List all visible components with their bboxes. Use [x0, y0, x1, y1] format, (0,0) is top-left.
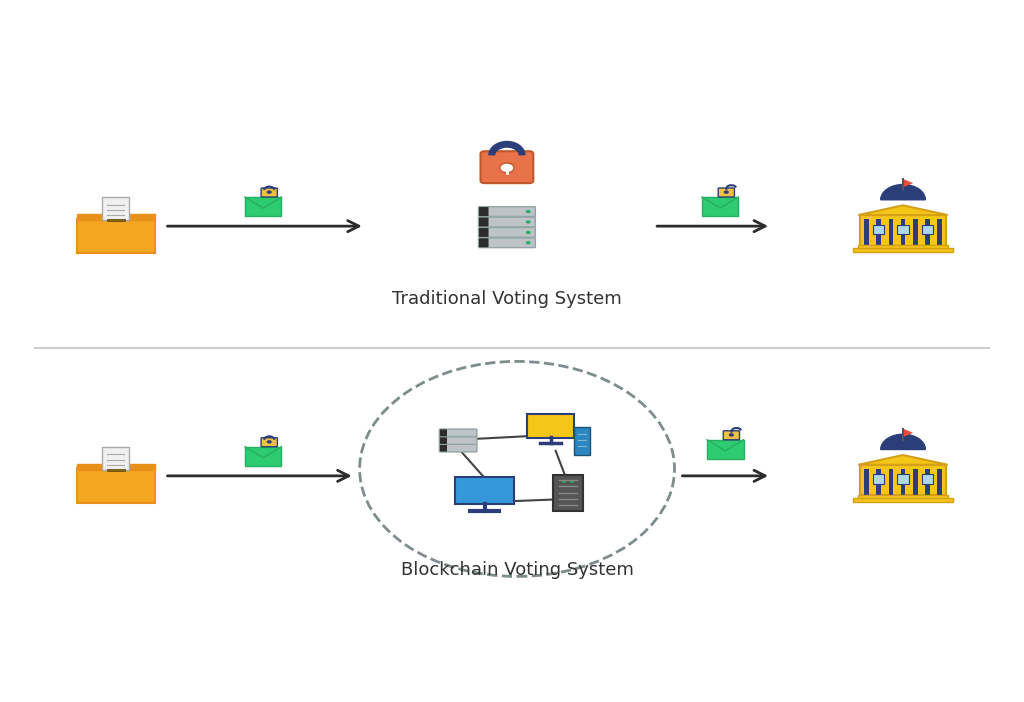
FancyBboxPatch shape	[455, 477, 514, 504]
FancyBboxPatch shape	[901, 469, 905, 496]
Circle shape	[500, 163, 514, 173]
FancyBboxPatch shape	[77, 468, 155, 503]
FancyBboxPatch shape	[718, 188, 734, 197]
FancyBboxPatch shape	[922, 225, 933, 234]
FancyBboxPatch shape	[77, 218, 155, 253]
FancyBboxPatch shape	[889, 469, 893, 496]
FancyBboxPatch shape	[858, 245, 948, 249]
FancyBboxPatch shape	[723, 431, 739, 439]
FancyBboxPatch shape	[102, 447, 129, 470]
FancyBboxPatch shape	[77, 214, 155, 220]
FancyBboxPatch shape	[261, 188, 278, 197]
FancyBboxPatch shape	[439, 429, 477, 437]
FancyBboxPatch shape	[897, 225, 908, 234]
FancyBboxPatch shape	[925, 219, 930, 246]
FancyBboxPatch shape	[913, 469, 918, 496]
FancyBboxPatch shape	[478, 206, 536, 216]
FancyBboxPatch shape	[106, 219, 125, 221]
FancyBboxPatch shape	[897, 475, 908, 484]
FancyBboxPatch shape	[553, 475, 583, 511]
FancyBboxPatch shape	[853, 498, 952, 502]
FancyBboxPatch shape	[889, 219, 893, 246]
FancyBboxPatch shape	[245, 197, 282, 216]
Wedge shape	[881, 435, 926, 449]
FancyBboxPatch shape	[701, 197, 738, 216]
Circle shape	[525, 220, 530, 224]
Circle shape	[570, 480, 574, 483]
FancyBboxPatch shape	[479, 207, 488, 216]
Circle shape	[525, 210, 530, 213]
FancyBboxPatch shape	[913, 219, 918, 246]
Text: Traditional Voting System: Traditional Voting System	[392, 290, 622, 308]
Polygon shape	[903, 429, 913, 437]
FancyBboxPatch shape	[937, 469, 942, 496]
FancyBboxPatch shape	[877, 469, 881, 496]
FancyBboxPatch shape	[102, 197, 129, 220]
Circle shape	[525, 231, 530, 234]
FancyBboxPatch shape	[873, 475, 885, 484]
FancyBboxPatch shape	[873, 225, 885, 234]
FancyBboxPatch shape	[480, 151, 534, 183]
Circle shape	[266, 440, 271, 444]
FancyBboxPatch shape	[864, 469, 868, 496]
FancyBboxPatch shape	[574, 428, 590, 455]
FancyBboxPatch shape	[901, 219, 905, 246]
Circle shape	[562, 480, 566, 483]
FancyBboxPatch shape	[479, 238, 488, 247]
FancyBboxPatch shape	[707, 439, 743, 459]
FancyBboxPatch shape	[439, 444, 477, 452]
FancyBboxPatch shape	[106, 469, 125, 470]
FancyBboxPatch shape	[478, 217, 536, 227]
FancyBboxPatch shape	[925, 469, 930, 496]
FancyBboxPatch shape	[478, 227, 536, 237]
FancyBboxPatch shape	[245, 446, 282, 466]
FancyBboxPatch shape	[478, 238, 536, 248]
FancyBboxPatch shape	[479, 218, 488, 227]
FancyBboxPatch shape	[877, 219, 881, 246]
FancyBboxPatch shape	[439, 437, 477, 444]
Circle shape	[525, 241, 530, 244]
FancyBboxPatch shape	[440, 437, 447, 444]
FancyBboxPatch shape	[527, 414, 574, 438]
Polygon shape	[858, 205, 948, 215]
FancyBboxPatch shape	[937, 219, 942, 246]
FancyBboxPatch shape	[77, 463, 155, 470]
FancyBboxPatch shape	[860, 465, 946, 496]
FancyBboxPatch shape	[853, 249, 952, 253]
Wedge shape	[881, 185, 926, 200]
FancyBboxPatch shape	[864, 219, 868, 246]
Polygon shape	[858, 455, 948, 465]
FancyBboxPatch shape	[922, 475, 933, 484]
Circle shape	[724, 190, 729, 194]
FancyBboxPatch shape	[860, 215, 946, 246]
Circle shape	[266, 190, 271, 194]
FancyBboxPatch shape	[858, 495, 948, 498]
Polygon shape	[903, 179, 913, 187]
FancyBboxPatch shape	[479, 228, 488, 237]
FancyBboxPatch shape	[440, 444, 447, 451]
FancyBboxPatch shape	[261, 438, 278, 446]
Text: Blockchain Voting System: Blockchain Voting System	[400, 560, 634, 578]
FancyBboxPatch shape	[440, 430, 447, 437]
Circle shape	[729, 433, 734, 437]
